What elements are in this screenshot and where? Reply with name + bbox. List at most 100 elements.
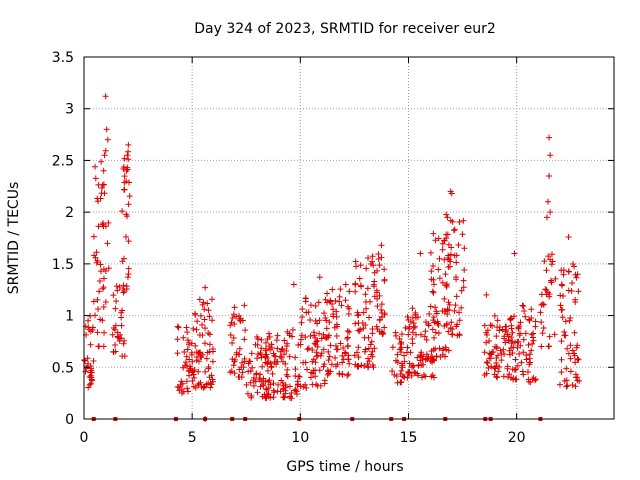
data-point [418, 361, 425, 368]
data-point [96, 277, 103, 284]
data-point [537, 309, 544, 316]
data-point [369, 362, 376, 369]
data-point [520, 303, 527, 310]
data-point [184, 388, 191, 395]
data-point [496, 327, 503, 334]
data-point [433, 310, 440, 317]
data-point [572, 383, 579, 390]
data-point [404, 374, 411, 381]
y-tick-label: 3.5 [52, 50, 74, 66]
data-point [100, 181, 107, 188]
data-point [443, 211, 450, 218]
data-point [516, 350, 523, 357]
data-point [397, 379, 404, 386]
data-point [102, 147, 109, 154]
data-point [123, 178, 130, 185]
data-point [564, 345, 571, 352]
data-point [375, 250, 382, 257]
data-point [360, 325, 367, 332]
data-point [278, 346, 285, 353]
data-point [432, 304, 439, 311]
data-point [447, 251, 454, 258]
data-point [112, 348, 119, 355]
data-point [493, 354, 500, 361]
data-point [498, 350, 505, 357]
data-point [548, 251, 555, 258]
data-point [517, 342, 524, 349]
data-point [318, 350, 325, 357]
data-point [461, 267, 468, 274]
data-point [574, 355, 581, 362]
data-point [426, 310, 433, 317]
data-point [565, 350, 572, 357]
data-point [196, 296, 203, 303]
data-point [258, 351, 265, 358]
data-point [528, 331, 535, 338]
data-point [429, 358, 436, 365]
data-point [264, 367, 271, 374]
data-point [336, 370, 343, 377]
data-point [176, 387, 183, 394]
data-point [398, 349, 405, 356]
data-point [254, 342, 261, 349]
data-point [401, 358, 408, 365]
data-point [286, 383, 293, 390]
data-point [519, 368, 526, 375]
data-point [97, 268, 104, 275]
data-point [326, 319, 333, 326]
data-point [569, 279, 576, 286]
data-point [449, 331, 456, 338]
x-tick-label: 0 [80, 430, 89, 446]
data-point [571, 352, 578, 359]
data-point [125, 156, 132, 163]
data-point [547, 256, 554, 263]
data-point [485, 365, 492, 372]
data-point [208, 296, 215, 303]
data-point [430, 262, 437, 269]
data-point [443, 321, 450, 328]
data-point [512, 366, 519, 373]
data-point [567, 368, 574, 375]
data-point [511, 366, 518, 373]
data-point [201, 316, 208, 323]
data-point [262, 339, 269, 346]
data-point [231, 370, 238, 377]
data-point [442, 308, 449, 315]
data-point [342, 297, 349, 304]
data-point [456, 309, 463, 316]
data-point [493, 373, 500, 380]
data-point [305, 345, 312, 352]
data-point [376, 292, 383, 299]
data-point [278, 377, 285, 384]
data-point [490, 348, 497, 355]
data-point [192, 342, 199, 349]
data-point [209, 376, 216, 383]
data-point [189, 378, 196, 385]
data-point [409, 329, 416, 336]
data-point [88, 369, 95, 376]
data-point [102, 93, 109, 100]
data-point [430, 317, 437, 324]
data-point [575, 356, 582, 363]
y-tick-label: 3 [65, 102, 74, 118]
data-point [121, 155, 128, 162]
data-point [552, 275, 559, 282]
data-point [442, 271, 449, 278]
data-point [208, 381, 215, 388]
data-point [532, 323, 539, 330]
data-point [520, 349, 527, 356]
data-point [124, 164, 131, 171]
data-point [563, 383, 570, 390]
data-point [439, 240, 446, 247]
data-point [229, 356, 236, 363]
data-point [486, 355, 493, 362]
data-point [396, 346, 403, 353]
data-point [408, 372, 415, 379]
data-point [430, 230, 437, 237]
data-point [312, 334, 319, 341]
data-point [483, 339, 490, 346]
data-point [376, 317, 383, 324]
data-point [105, 265, 112, 272]
data-point [82, 357, 89, 364]
data-point [528, 306, 535, 313]
